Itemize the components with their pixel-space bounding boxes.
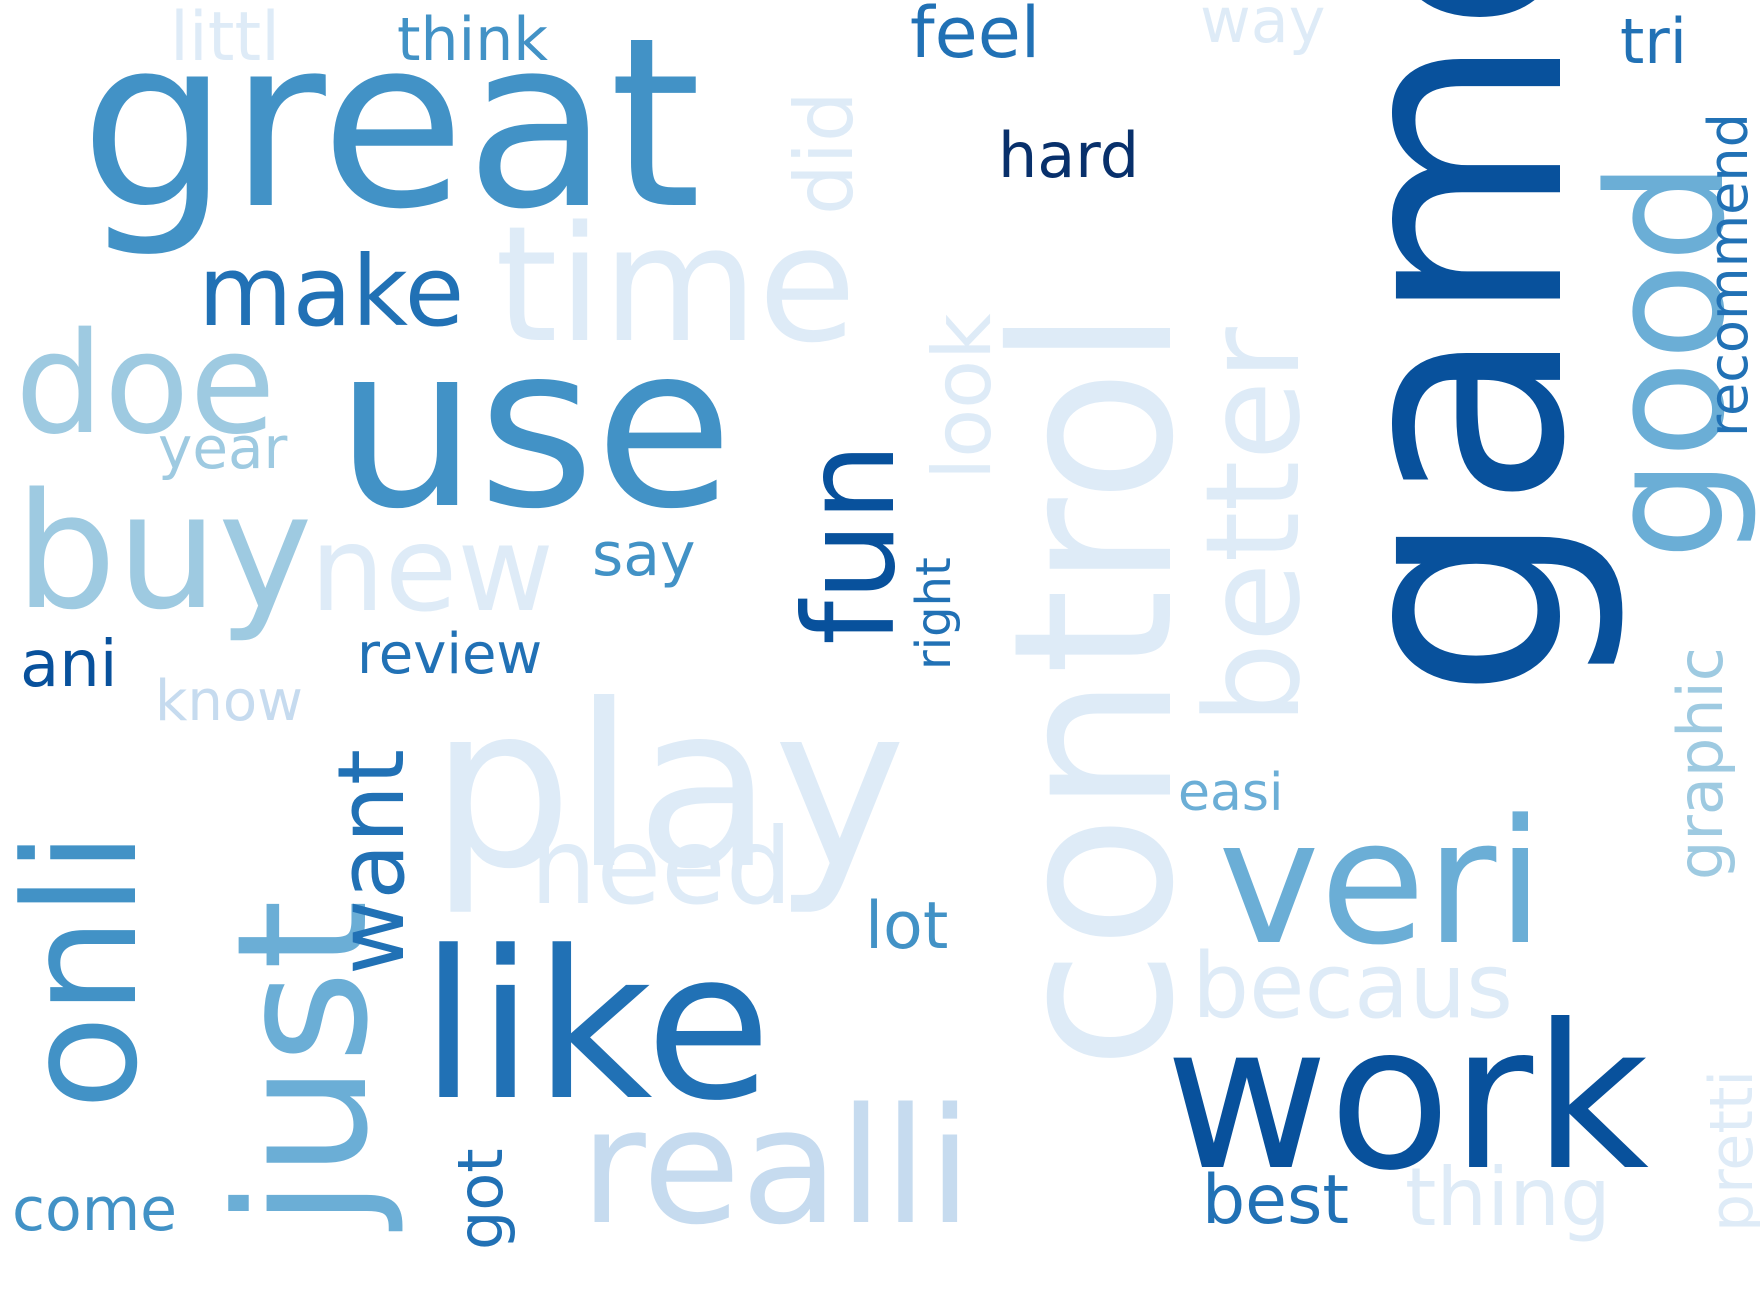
word-new: new [310, 500, 554, 638]
word-great: great [80, 0, 701, 261]
word-make: make [198, 235, 464, 348]
word-buy: buy [15, 458, 313, 645]
word-need: need [530, 806, 792, 928]
word-fun: fun [778, 443, 923, 645]
word-play: play [430, 657, 906, 919]
word-game: game [1282, 0, 1631, 700]
word-veri: veri [1218, 782, 1544, 983]
word-want: want [318, 749, 425, 975]
word-feel: feel [910, 0, 1040, 74]
word-know: know [155, 669, 303, 734]
word-hard: hard [998, 119, 1139, 192]
word-doe: doe [15, 303, 276, 466]
word-thing: thing [1405, 1151, 1611, 1244]
word-control: control [966, 307, 1222, 1070]
word-time: time [495, 191, 856, 378]
word-onli: onli [0, 831, 172, 1110]
word-way: way [1200, 0, 1325, 57]
word-come: come [12, 1175, 177, 1245]
word-littl: littl [170, 0, 280, 77]
word-best: best [1202, 1161, 1349, 1240]
word-easi: easi [1178, 763, 1283, 823]
word-lot: lot [865, 889, 948, 964]
word-tri: tri [1620, 5, 1687, 78]
word-think: think [397, 5, 548, 75]
word-like: like [420, 908, 771, 1146]
word-did: did [778, 91, 871, 215]
word-better: better [1177, 327, 1329, 725]
word-good: good [1573, 161, 1760, 560]
word-year: year [158, 414, 288, 482]
word-use: use [335, 297, 733, 559]
word-just: just [199, 900, 408, 1232]
word-ani: ani [20, 628, 118, 702]
word-becaus: becaus [1192, 934, 1513, 1039]
word-got: got [444, 1148, 517, 1250]
word-work: work [1165, 982, 1649, 1215]
word-pretti: pretti [1697, 1070, 1760, 1232]
word-look: look [916, 313, 1009, 480]
word-right: right [906, 557, 962, 670]
word-recommend: recommend [1697, 113, 1760, 437]
word-graphic: graphic [1664, 647, 1737, 880]
word-review: review [357, 622, 542, 687]
word-say: say [592, 520, 696, 590]
word-realli: realli [580, 1073, 972, 1260]
